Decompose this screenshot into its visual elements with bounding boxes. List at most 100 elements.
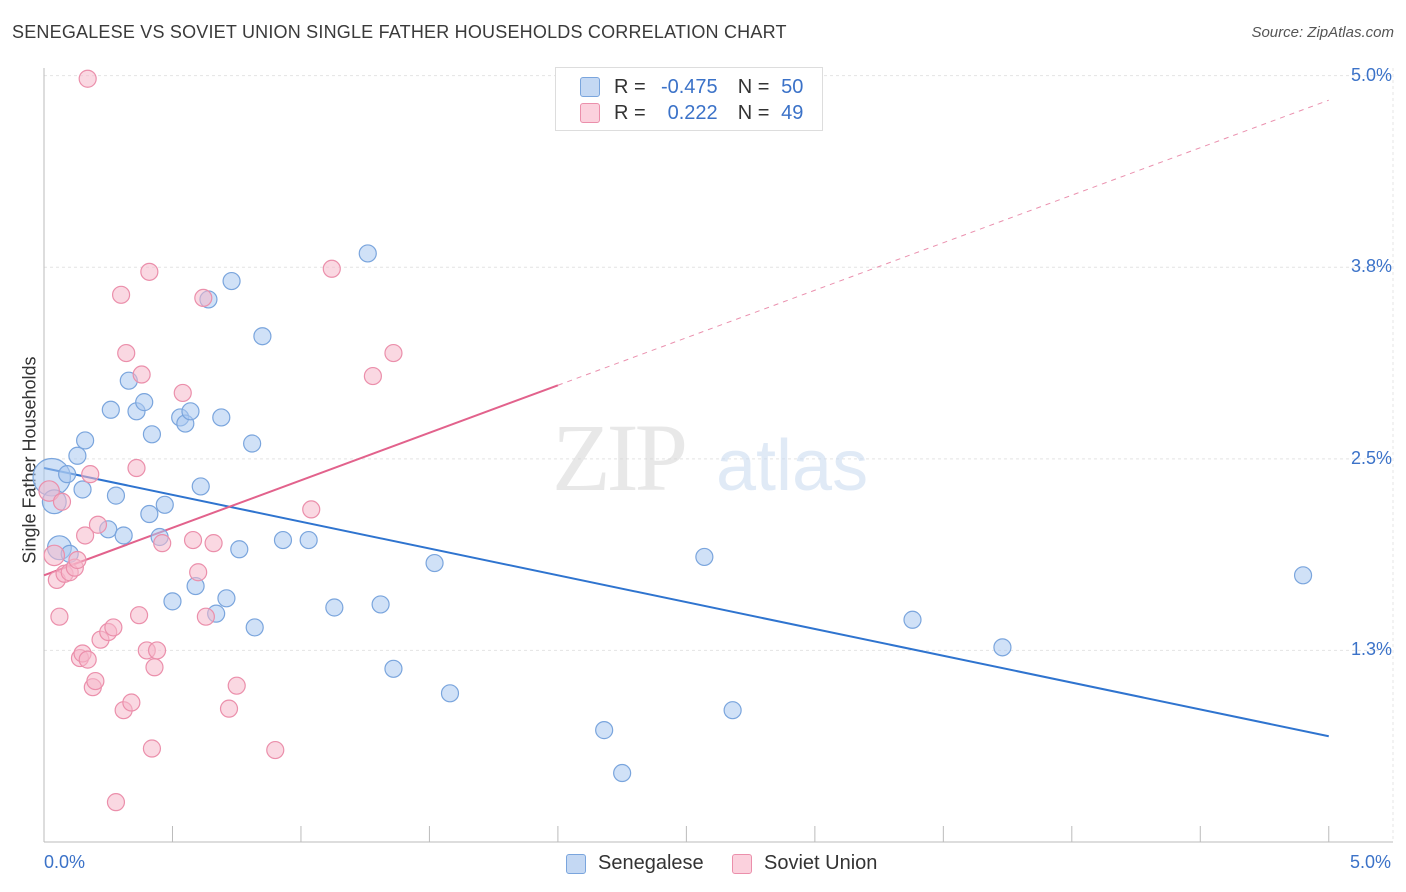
source-label: Source: ZipAtlas.com (1251, 24, 1394, 41)
point-soviet-union (219, 699, 239, 718)
point-senegalese (371, 595, 390, 614)
point-soviet-union (122, 693, 141, 712)
point-soviet-union (43, 544, 66, 567)
point-senegalese (140, 504, 159, 524)
legend-label-soviet-union: Soviet Union (764, 852, 878, 874)
trend-line-0 (43, 467, 1329, 738)
correlation-legend: R = -0.475 N = 50 R = 0.222 N = 49 (555, 67, 823, 131)
point-soviet-union (78, 69, 97, 88)
point-senegalese (222, 271, 241, 291)
point-soviet-union (227, 676, 246, 695)
point-senegalese (217, 589, 236, 608)
point-senegalese (245, 618, 264, 637)
point-senegalese (230, 540, 249, 559)
point-soviet-union (129, 606, 149, 625)
point-senegalese (114, 526, 133, 545)
legend-item-soviet-union[interactable]: Soviet Union (732, 852, 877, 875)
point-senegalese (723, 701, 742, 720)
legend-n-label: N = (737, 101, 770, 124)
point-senegalese (903, 610, 922, 629)
point-senegalese (613, 763, 632, 783)
x-tick-label-min: 0.0% (44, 852, 86, 872)
point-soviet-union (266, 740, 285, 760)
point-soviet-union (52, 492, 72, 511)
point-soviet-union (127, 458, 146, 478)
point-soviet-union (302, 500, 321, 519)
legend-swatch-soviet-union (732, 853, 752, 874)
point-soviet-union (76, 526, 95, 545)
legend-swatch-senegalese (580, 77, 600, 97)
point-soviet-union (183, 530, 203, 550)
point-senegalese (212, 408, 231, 427)
point-senegalese (73, 480, 92, 499)
point-senegalese (243, 434, 262, 453)
point-senegalese (595, 721, 614, 740)
legend-item-senegalese[interactable]: Senegalese (566, 852, 704, 875)
point-soviet-union (132, 365, 151, 384)
point-soviet-union (153, 534, 172, 553)
legend-label-senegalese: Senegalese (598, 852, 704, 874)
legend-row-senegalese: R = -0.475 N = 50 (580, 75, 803, 99)
legend-n-label: N = (737, 75, 770, 98)
point-soviet-union (88, 515, 108, 534)
data-points (32, 69, 1313, 812)
point-soviet-union (147, 641, 167, 660)
axes (43, 68, 1393, 843)
watermark-atlas: atlas (716, 426, 868, 506)
point-senegalese (191, 477, 210, 496)
point-senegalese (1293, 566, 1313, 585)
point-soviet-union (104, 618, 123, 637)
chart-title: SENEGALESE VS SOVIET UNION SINGLE FATHER… (12, 22, 787, 42)
point-senegalese (993, 638, 1012, 657)
point-soviet-union (50, 607, 69, 626)
point-senegalese (181, 402, 200, 421)
point-senegalese (163, 592, 182, 611)
point-senegalese (358, 244, 377, 263)
point-senegalese (273, 530, 293, 550)
point-senegalese (695, 547, 714, 567)
point-soviet-union (204, 534, 223, 553)
point-senegalese (425, 553, 444, 573)
point-senegalese (253, 327, 272, 346)
point-senegalese (299, 530, 318, 550)
y-tick-label: 5.0% (1350, 64, 1392, 85)
trend-line-extension-1 (557, 99, 1329, 386)
point-soviet-union (86, 671, 105, 691)
point-soviet-union (322, 259, 341, 278)
point-soviet-union (194, 288, 213, 308)
point-soviet-union (140, 262, 159, 281)
point-soviet-union (106, 793, 126, 812)
y-tick-label: 1.3% (1350, 639, 1392, 660)
point-soviet-union (145, 658, 164, 677)
point-soviet-union (111, 285, 131, 304)
point-soviet-union (38, 480, 60, 502)
legend-r-value: 0.222 (667, 101, 718, 124)
point-senegalese (440, 684, 460, 703)
point-soviet-union (196, 607, 215, 626)
point-soviet-union (78, 650, 97, 669)
legend-n-value: 49 (781, 101, 804, 124)
legend-r-label: R = (614, 75, 646, 98)
point-senegalese (135, 393, 154, 412)
watermark: ZIP atlas (552, 404, 868, 511)
point-senegalese (58, 465, 77, 484)
legend-swatch-senegalese (566, 853, 586, 874)
grid-lines (44, 68, 1394, 842)
legend-r-label: R = (614, 101, 646, 124)
watermark-zip: ZIP (552, 404, 685, 511)
point-soviet-union (363, 366, 382, 386)
y-tick-label: 2.5% (1350, 447, 1392, 468)
point-senegalese (325, 598, 344, 617)
point-soviet-union (81, 465, 100, 484)
legend-row-soviet-union: R = 0.222 N = 49 (580, 101, 803, 125)
point-senegalese (68, 446, 87, 465)
trend-line-1 (43, 384, 559, 577)
point-soviet-union (384, 343, 403, 363)
point-senegalese (101, 400, 120, 419)
x-tick-label-max: 5.0% (1350, 852, 1392, 872)
legend-n-value: 50 (781, 75, 804, 98)
point-senegalese (142, 425, 162, 444)
point-senegalese (106, 486, 126, 505)
point-soviet-union (68, 550, 87, 570)
